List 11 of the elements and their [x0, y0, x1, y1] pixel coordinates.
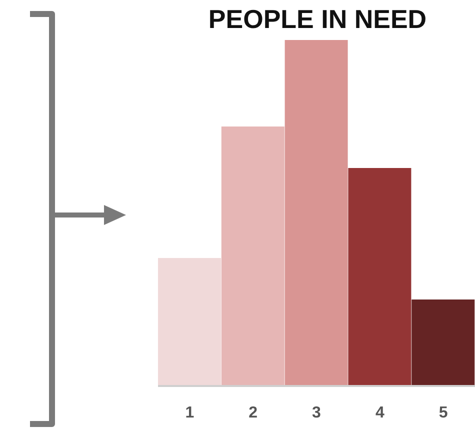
bar: [284, 40, 348, 386]
chart-title: PEOPLE IN NEED: [207, 4, 428, 35]
x-tick-label: 3: [312, 404, 322, 422]
bar: [412, 300, 475, 386]
x-tick-label: 4: [375, 404, 384, 422]
x-tick-label: 1: [185, 404, 194, 422]
x-tick-label: 2: [248, 404, 258, 422]
bar: [158, 258, 221, 386]
x-tick-label: 5: [438, 404, 448, 422]
bar: [221, 126, 284, 386]
bar: [348, 168, 412, 386]
